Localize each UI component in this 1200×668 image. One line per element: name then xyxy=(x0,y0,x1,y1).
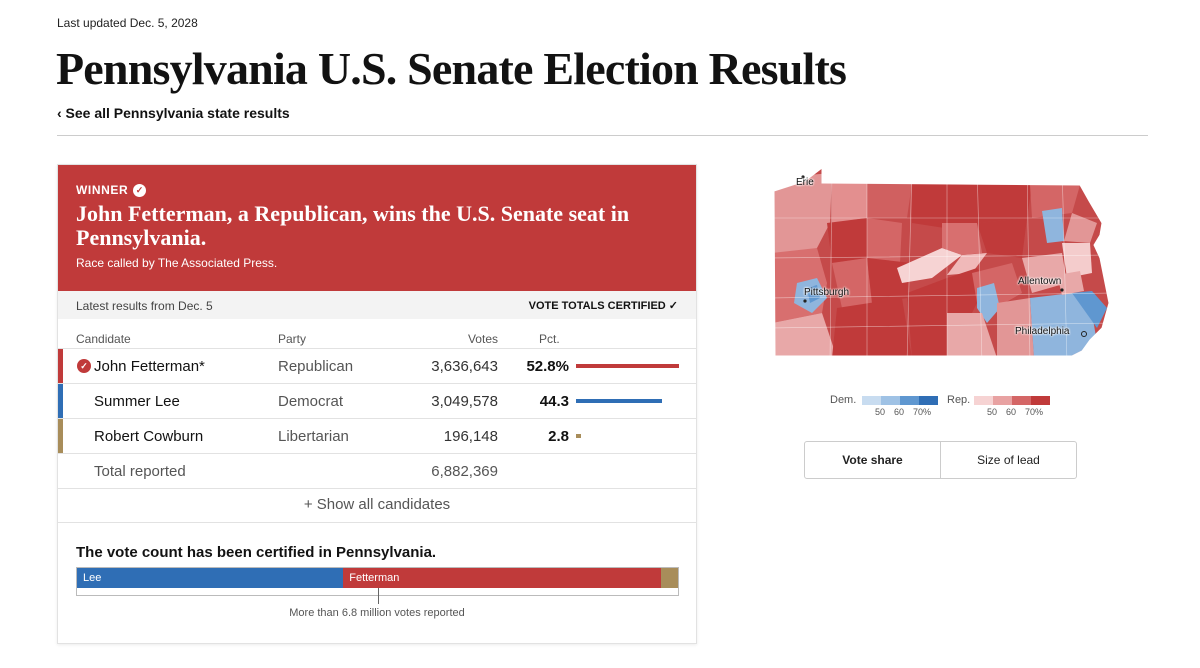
dem-legend-scale: 50 60 70% xyxy=(862,394,942,424)
winner-headline: John Fetterman, a Republican, wins the U… xyxy=(76,201,630,250)
header-party: Party xyxy=(278,332,307,346)
table-header: Candidate Party Votes Pct. xyxy=(58,319,696,349)
header-pct: Pct. xyxy=(539,332,560,346)
city-label-allentown: Allentown xyxy=(1018,276,1062,287)
dem-swatch xyxy=(900,396,919,405)
dem-swatch xyxy=(881,396,900,405)
vote-share-button[interactable]: Vote share xyxy=(805,442,941,478)
results-card: WINNER ✓ John Fetterman, a Republican, w… xyxy=(57,164,697,644)
table-row: ✓ John Fetterman* Republican 3,636,643 5… xyxy=(58,349,696,384)
legend-tick: 50 xyxy=(875,407,886,417)
majority-marker xyxy=(378,588,379,604)
dem-swatch xyxy=(919,396,938,405)
winner-label: WINNER ✓ xyxy=(76,183,147,197)
rep-swatch xyxy=(1012,396,1031,405)
legend-tick: 50 xyxy=(987,407,998,417)
city-label-pittsburgh: Pittsburgh xyxy=(804,287,850,298)
certified-badge: VOTE TOTALS CERTIFIED ✓ xyxy=(528,300,678,312)
candidate-votes: 3,049,578 xyxy=(431,393,498,410)
candidate-votes: 3,636,643 xyxy=(431,358,498,375)
candidate-pct: 2.8 xyxy=(548,428,569,445)
tally-fetterman-label: Fetterman xyxy=(349,572,400,584)
show-all-candidates-button[interactable]: + Show all candidates xyxy=(58,488,696,523)
legend-tick: 70% xyxy=(1025,407,1044,417)
candidate-party: Libertarian xyxy=(278,428,349,445)
pennsylvania-map-svg xyxy=(773,166,1110,357)
rep-swatch xyxy=(1031,396,1050,405)
last-updated: Last updated Dec. 5, 2028 xyxy=(57,16,198,30)
vote-tally-bar: Lee Fetterman xyxy=(76,567,679,604)
city-label-philadelphia: Philadelphia xyxy=(1015,326,1070,337)
candidate-votes: 196,148 xyxy=(443,428,498,445)
city-label-erie: Erie xyxy=(796,177,814,188)
latest-results: Latest results from Dec. 5 xyxy=(76,299,213,313)
county-fills xyxy=(774,168,1109,356)
candidate-name: John Fetterman* xyxy=(94,358,205,375)
race-called-note: Race called by The Associated Press. xyxy=(76,256,278,270)
rep-legend-scale: 50 60 70% xyxy=(974,394,1054,424)
county-results-map[interactable]: Erie Pittsburgh Allentown Philadelphia xyxy=(772,163,1112,363)
total-votes: 6,882,369 xyxy=(431,463,498,480)
state-results-link[interactable]: ‹ See all Pennsylvania state results xyxy=(57,105,290,121)
dem-legend-label: Dem. xyxy=(830,394,857,406)
pct-bar xyxy=(576,399,663,403)
candidate-party: Republican xyxy=(278,358,354,375)
rep-legend: Rep. xyxy=(947,394,970,406)
legend-tick: 70% xyxy=(913,407,932,417)
winner-check-icon: ✓ xyxy=(133,183,147,197)
rep-swatch xyxy=(974,396,993,405)
winner-label-text: WINNER xyxy=(76,183,129,197)
pct-bar xyxy=(576,434,582,438)
candidate-party: Democrat xyxy=(278,393,344,410)
candidate-name: Robert Cowburn xyxy=(94,428,204,445)
tally-lee-segment: Lee xyxy=(77,568,344,588)
total-label: Total reported xyxy=(94,463,186,480)
table-row: Summer Lee Democrat 3,049,578 44.3 xyxy=(58,384,696,419)
candidate-pct: 44.3 xyxy=(539,393,569,410)
total-row: Total reported 6,882,369 xyxy=(58,454,696,489)
county-borders xyxy=(774,168,1109,356)
tally-lee-label: Lee xyxy=(83,572,102,584)
size-of-lead-button[interactable]: Size of lead xyxy=(977,453,1040,467)
rep-legend-label: Rep. xyxy=(947,394,971,406)
tally-other-segment xyxy=(660,568,678,588)
pct-bar xyxy=(576,364,679,368)
tally-fetterman-segment: Fetterman xyxy=(343,568,661,588)
winner-check-icon: ✓ xyxy=(77,359,91,373)
rep-swatch xyxy=(993,396,1012,405)
winner-banner: WINNER ✓ John Fetterman, a Republican, w… xyxy=(58,165,696,291)
candidate-name: Summer Lee xyxy=(94,393,180,410)
map-mode-toggle: Vote share Size of lead xyxy=(804,441,1077,479)
party-color-indicator xyxy=(58,349,63,383)
candidate-pct: 52.8% xyxy=(526,358,569,375)
page-title: Pennsylvania U.S. Senate Election Result… xyxy=(56,43,847,94)
votes-reported-note: More than 6.8 million votes reported xyxy=(289,607,465,619)
party-color-indicator xyxy=(58,419,63,453)
party-color-indicator xyxy=(58,384,63,418)
legend-tick: 60 xyxy=(894,407,905,417)
table-row: Robert Cowburn Libertarian 196,148 2.8 xyxy=(58,419,696,454)
legend-tick: 60 xyxy=(1006,407,1017,417)
dem-legend: Dem. xyxy=(830,394,856,406)
header-votes: Votes xyxy=(467,332,498,346)
certification-title: The vote count has been certified in Pen… xyxy=(76,544,437,561)
header-candidate: Candidate xyxy=(76,332,131,346)
results-status-bar: Latest results from Dec. 5 VOTE TOTALS C… xyxy=(58,291,696,319)
header-divider xyxy=(57,135,1148,136)
dem-swatch xyxy=(862,396,881,405)
